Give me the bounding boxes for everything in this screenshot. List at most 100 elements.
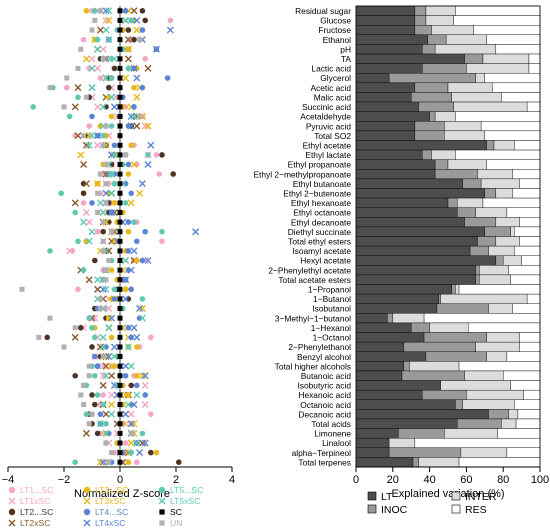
point	[122, 391, 130, 399]
bar-segment-RES	[501, 92, 541, 103]
point	[92, 334, 98, 341]
bar-segment-INOC	[411, 322, 430, 333]
legend-marker	[8, 497, 16, 505]
bar-segment-LT	[355, 101, 419, 112]
bar-segment-RES	[491, 82, 541, 93]
bar-segment-INOC	[447, 197, 458, 208]
point	[117, 430, 123, 436]
point	[95, 209, 101, 215]
point	[130, 112, 138, 120]
bar-segment-LT	[355, 370, 403, 381]
bar-segment-INTER	[510, 226, 515, 237]
point	[100, 354, 106, 360]
bar-segment-LT	[355, 284, 452, 295]
point	[80, 36, 87, 43]
point	[127, 199, 135, 207]
x-tick-label: 0	[353, 474, 359, 486]
point	[142, 392, 148, 398]
point	[117, 37, 123, 43]
bar-segment-RES	[482, 197, 541, 208]
point	[148, 449, 154, 456]
bar-segment-LT	[355, 399, 456, 410]
legend-marker	[8, 486, 16, 494]
point	[97, 8, 103, 14]
bar-segment-INOC	[464, 53, 484, 64]
point	[100, 56, 106, 62]
bar-segment-INTER	[418, 457, 460, 468]
bar-segment-RES	[519, 178, 541, 189]
category-label: Ethyl octanoate	[293, 208, 351, 218]
point	[125, 65, 132, 72]
category-label: Glycerol	[320, 73, 351, 83]
point	[134, 372, 140, 379]
point	[71, 103, 79, 111]
point	[123, 152, 129, 158]
point	[66, 113, 73, 120]
point	[102, 429, 110, 437]
point	[128, 334, 134, 341]
point	[58, 190, 64, 197]
bar-segment-INOC	[425, 351, 487, 362]
bar-segment-INOC	[434, 159, 449, 170]
point	[89, 113, 95, 120]
bar-segment-LT	[355, 255, 497, 266]
bar-segment-INTER	[440, 293, 528, 304]
point	[81, 402, 87, 408]
point	[166, 26, 174, 34]
explained-variation-bar-chart: Residual sugarGlucoseFructoseEthanolpHTA…	[253, 5, 549, 500]
point	[102, 26, 110, 34]
point	[130, 64, 138, 72]
point	[125, 27, 132, 33]
bar-segment-LT	[355, 341, 405, 352]
point	[122, 410, 130, 418]
point	[92, 353, 98, 360]
point	[75, 286, 81, 293]
point	[102, 74, 110, 82]
bar-segment-LT	[355, 361, 405, 372]
point	[30, 104, 36, 110]
bar-segment-INOC	[414, 25, 432, 36]
point	[108, 170, 116, 178]
point	[72, 325, 78, 331]
point	[117, 286, 123, 292]
point	[117, 344, 123, 350]
bar-segment-LT	[355, 236, 478, 247]
point	[95, 190, 101, 196]
bar-segment-INTER	[495, 217, 520, 228]
bar-segment-LT	[355, 207, 458, 218]
point	[78, 46, 84, 52]
bar-segment-INTER	[501, 418, 517, 429]
bar-segment-INOC	[414, 130, 445, 141]
point	[138, 314, 146, 322]
legend-entry-LT5xSC: LT5xSC	[158, 496, 200, 506]
point	[99, 103, 107, 111]
category-label: 3−Methyl−1−butanol	[275, 313, 351, 323]
bar-segment-INOC	[414, 82, 449, 93]
point	[94, 392, 101, 398]
point	[156, 171, 162, 177]
point	[117, 171, 123, 177]
point	[144, 257, 152, 265]
series-LT5xSC	[80, 7, 146, 466]
bar-segment-LT	[355, 15, 416, 26]
bar-segment-INTER	[460, 447, 508, 458]
point	[133, 74, 141, 82]
point	[122, 362, 130, 370]
category-label: Ethyl 2−methylpropanoate	[253, 169, 351, 179]
point	[117, 181, 123, 187]
category-label: Acetic acid	[311, 83, 352, 93]
point	[78, 324, 84, 331]
bar-segment-INOC	[412, 457, 419, 468]
bar-segment-INTER	[451, 92, 502, 103]
bar-segment-LT	[355, 44, 423, 55]
point	[80, 190, 87, 197]
point	[117, 238, 123, 244]
point	[85, 218, 93, 226]
point	[125, 324, 132, 331]
point	[108, 372, 116, 380]
point	[100, 142, 106, 148]
point	[96, 26, 104, 34]
series-LT3xSC	[77, 7, 152, 466]
point	[117, 133, 123, 139]
bar-segment-INOC	[457, 207, 476, 218]
